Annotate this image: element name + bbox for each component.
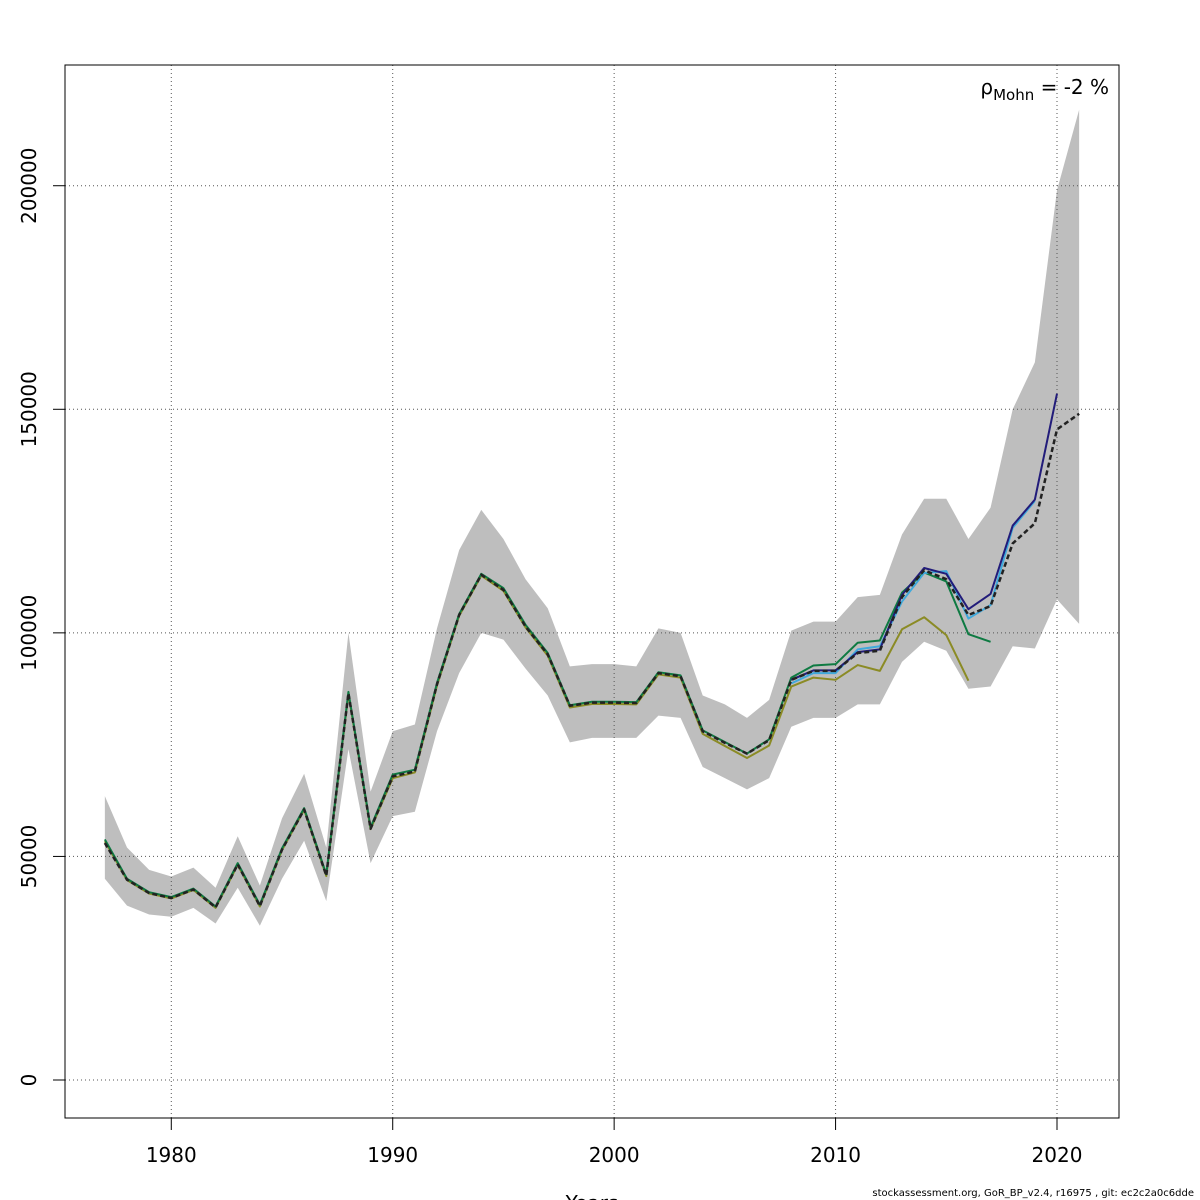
confidence-band [104, 109, 1080, 926]
x-tick-label-2010: 2010 [810, 1143, 861, 1167]
series-line-0 [103, 412, 1080, 909]
y-axis: 0 50000 100000 150000 200000 [17, 148, 65, 1087]
x-tick-label-1990: 1990 [367, 1143, 418, 1167]
rho-subscript: Mohn [993, 86, 1034, 104]
y-tick-label-50000: 50000 [17, 825, 41, 889]
y-tick-label-0: 0 [17, 1074, 41, 1087]
x-tick-label-2020: 2020 [1032, 1143, 1083, 1167]
x-axis-title: Years [565, 1191, 619, 1200]
rho-value: = -2 % [1034, 75, 1109, 99]
y-tick-label-100000: 100000 [17, 595, 41, 671]
series-layer [103, 393, 1080, 909]
y-tick-label-200000: 200000 [17, 148, 41, 224]
x-axis: 1980 1990 2000 2010 2020 [146, 1118, 1083, 1167]
x-tick-label-2000: 2000 [589, 1143, 640, 1167]
x-tick-label-1980: 1980 [146, 1143, 197, 1167]
plot-frame [64, 64, 1120, 1119]
rho-symbol: ρ [980, 75, 993, 99]
y-tick-label-150000: 150000 [17, 371, 41, 447]
footer-credit: stockassessment.org, GoR_BP_v2.4, r16975… [872, 1188, 1194, 1199]
confidence-band-layer [104, 109, 1080, 926]
mohn-rho-annotation: ρMohn = -2 % [980, 75, 1109, 104]
